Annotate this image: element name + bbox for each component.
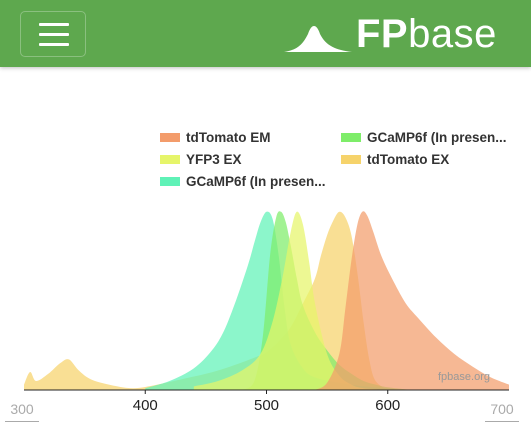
menu-bar-icon <box>39 43 69 46</box>
logo-wordmark: FPbase <box>356 14 497 54</box>
menu-toggle-button[interactable] <box>20 11 86 57</box>
legend-swatch <box>160 132 180 142</box>
menu-bar-icon <box>39 23 69 26</box>
chart-legend: tdTomato EM GCaMP6f (In presen... YFP3 E… <box>0 0 531 200</box>
legend-swatch <box>341 154 361 164</box>
legend-label: YFP3 EX <box>186 151 242 167</box>
min-wavelength-input[interactable] <box>5 397 39 422</box>
series-layer <box>24 211 509 390</box>
legend-swatch <box>341 132 361 142</box>
logo-fp-text: FP <box>356 12 409 56</box>
fpbase-logo[interactable]: FPbase <box>284 14 497 54</box>
x-tick-label: 500 <box>254 397 279 414</box>
legend-swatch <box>160 176 180 186</box>
menu-bar-icon <box>39 33 69 36</box>
spectrum-area-3[interactable] <box>193 211 388 390</box>
legend-swatch <box>160 154 180 164</box>
legend-label: tdTomato EM <box>186 129 271 145</box>
spectrum-logo-icon <box>284 26 352 52</box>
legend-label: GCaMP6f (In presen... <box>186 173 326 189</box>
spectrum-area-4[interactable] <box>315 211 509 390</box>
logo-base-text: base <box>408 12 497 56</box>
navbar: FPbase <box>0 0 531 67</box>
max-wavelength-input[interactable] <box>485 397 519 422</box>
legend-item-tdtomato-ex[interactable]: tdTomato EX <box>341 150 449 168</box>
legend-item-yfp3-ex[interactable]: YFP3 EX <box>160 150 242 168</box>
fpbase-watermark: fpbase.org <box>438 371 490 383</box>
x-tick-label: 600 <box>375 397 400 414</box>
legend-item-tdtomato-em[interactable]: tdTomato EM <box>160 128 271 146</box>
legend-label: GCaMP6f (In presen... <box>367 129 507 145</box>
legend-item-gcamp6f-em[interactable]: GCaMP6f (In presen... <box>341 128 507 146</box>
legend-label: tdTomato EX <box>367 151 450 167</box>
x-axis-ticks: 400 500 600 <box>133 390 400 414</box>
legend-item-gcamp6f-ex[interactable]: GCaMP6f (In presen... <box>160 172 326 190</box>
x-tick-label: 400 <box>133 397 158 414</box>
